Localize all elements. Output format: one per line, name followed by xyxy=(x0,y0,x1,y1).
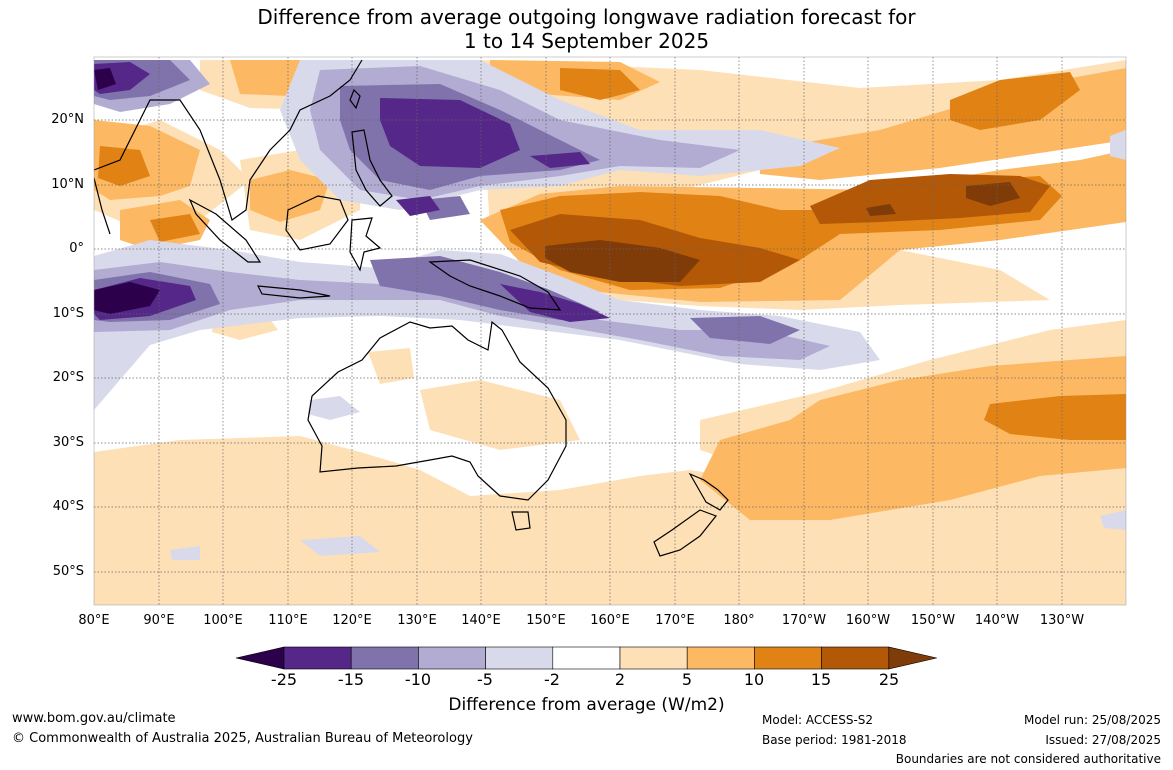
colorbar-bin-1 xyxy=(283,646,352,670)
new-zealand-north-coastline xyxy=(688,472,729,511)
india-coastline xyxy=(94,177,111,235)
new-guinea-coastline xyxy=(428,259,562,311)
colorbar-bin-3 xyxy=(418,646,486,670)
lat-label-30s: 30°S xyxy=(52,435,84,450)
anomaly-field xyxy=(94,57,1126,605)
disclaimer-text: Boundaries are not considered authoritat… xyxy=(895,752,1161,766)
colorbar-label-2: 2 xyxy=(614,670,626,689)
model-text: Model: ACCESS-S2 xyxy=(762,713,874,727)
colorbar-label-neg15: -15 xyxy=(337,670,365,689)
australia-coastline xyxy=(307,320,567,501)
anomaly-below-neg25-regions xyxy=(94,68,160,314)
map-gridlines xyxy=(94,57,1126,605)
lon-label-120e: 120°E xyxy=(332,613,372,628)
lat-label-10n: 10°N xyxy=(51,177,84,192)
lon-label-170e: 170°E xyxy=(655,613,695,628)
colorbar-bin-8 xyxy=(754,646,822,670)
lon-label-80e: 80°E xyxy=(78,613,110,628)
base-period-text: Base period: 1981-2018 xyxy=(762,733,907,747)
colorbar-label-10: 10 xyxy=(743,670,765,689)
lat-label-equator: 0° xyxy=(69,241,84,256)
lon-label-140e: 140°E xyxy=(461,613,501,628)
colorbar-label-neg10: -10 xyxy=(404,670,432,689)
colorbar-label-neg5: -5 xyxy=(477,670,493,689)
colorbar-bin-9 xyxy=(821,646,890,670)
colorbar-extend-high xyxy=(888,646,937,670)
lon-label-130w: 130°W xyxy=(1039,613,1085,628)
lat-label-50s: 50°S xyxy=(52,564,84,579)
lon-label-160w: 160°W xyxy=(845,613,891,628)
colorbar-label-15: 15 xyxy=(810,670,832,689)
borneo-coastline xyxy=(285,195,349,251)
model-run-text: Model run: 25/08/2025 xyxy=(1023,713,1161,727)
tasmania-coastline xyxy=(511,511,531,531)
lat-label-20s: 20°S xyxy=(52,370,84,385)
lon-label-150e: 150°E xyxy=(526,613,566,628)
lon-label-130e: 130°E xyxy=(397,613,437,628)
lat-label-40s: 40°S xyxy=(52,499,84,514)
new-zealand-south-coastline xyxy=(653,509,717,557)
colorbar-bin-6 xyxy=(619,646,688,670)
sumatra-coastline xyxy=(188,198,262,263)
colorbar-bin-7 xyxy=(686,646,755,670)
lon-label-160e: 160°E xyxy=(590,613,630,628)
colorbar-extend-low xyxy=(235,646,285,670)
map-title-line1: Difference from average outgoing longwav… xyxy=(257,5,916,29)
colorbar xyxy=(235,646,937,670)
map-title-line2: 1 to 14 September 2025 xyxy=(463,29,710,53)
colorbar-title: Difference from average (W/m2) xyxy=(448,695,725,715)
colorbar-bin-5 xyxy=(552,646,621,670)
sulawesi-coastline xyxy=(349,217,382,272)
taiwan-coastline xyxy=(349,88,361,110)
lon-label-150w: 150°W xyxy=(910,613,956,628)
lon-label-140w: 140°W xyxy=(974,613,1020,628)
colorbar-bin-4 xyxy=(485,646,554,670)
mainland-asia-coastline xyxy=(94,59,363,221)
lon-label-170w: 170°W xyxy=(781,613,827,628)
coastlines xyxy=(94,59,729,557)
lon-label-180: 180° xyxy=(723,613,755,628)
colorbar-label-neg25: -25 xyxy=(270,670,298,689)
colorbar-label-neg2: -2 xyxy=(544,670,560,689)
lon-label-110e: 110°E xyxy=(268,613,308,628)
issued-text: Issued: 27/08/2025 xyxy=(1045,733,1161,747)
java-coastline xyxy=(256,285,331,299)
lat-label-10s: 10°S xyxy=(52,306,84,321)
lon-label-90e: 90°E xyxy=(143,613,175,628)
colorbar-bin-2 xyxy=(350,646,419,670)
colorbar-label-25: 25 xyxy=(878,670,900,689)
copyright-text: © Commonwealth of Australia 2025, Austra… xyxy=(12,731,473,746)
lat-label-20n: 20°N xyxy=(51,112,84,127)
philippines-coastline xyxy=(351,129,393,207)
lon-label-100e: 100°E xyxy=(203,613,243,628)
colorbar-label-5: 5 xyxy=(681,670,693,689)
map-frame xyxy=(93,56,1127,606)
website-text: www.bom.gov.au/climate xyxy=(12,711,176,726)
anomaly-above-25-regions xyxy=(545,182,1020,282)
